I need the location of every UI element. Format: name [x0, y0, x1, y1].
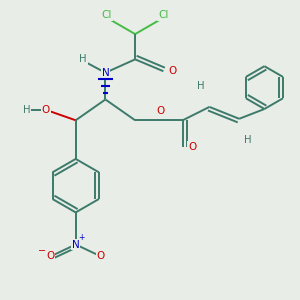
Text: O: O — [188, 142, 196, 152]
Text: H: H — [23, 105, 30, 115]
Text: Cl: Cl — [102, 11, 112, 20]
Text: H: H — [197, 81, 204, 91]
Text: N: N — [72, 239, 80, 250]
Text: O: O — [169, 66, 177, 76]
Text: −: − — [38, 246, 46, 256]
Text: H: H — [244, 135, 252, 145]
Text: O: O — [97, 251, 105, 261]
Text: O: O — [156, 106, 164, 116]
Text: H: H — [80, 54, 87, 64]
Text: O: O — [42, 105, 50, 115]
Text: O: O — [46, 251, 55, 261]
Text: +: + — [78, 233, 84, 242]
Text: Cl: Cl — [158, 11, 169, 20]
Text: N: N — [101, 68, 109, 78]
